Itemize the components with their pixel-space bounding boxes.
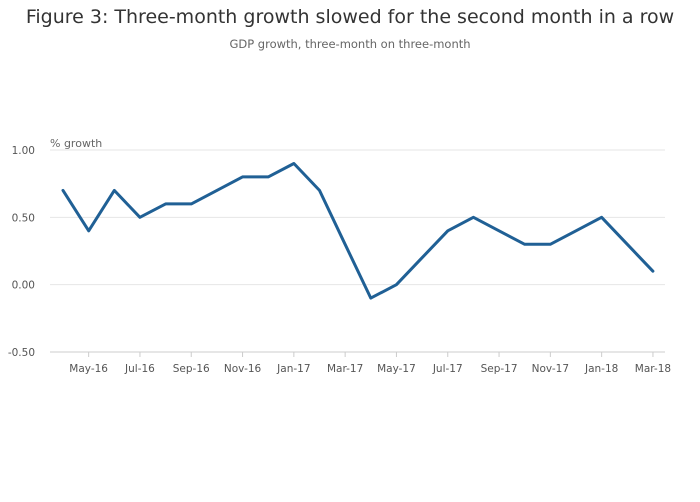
x-tick-label: Sep-17 [481,363,518,375]
x-tick-label: Mar-18 [635,363,671,375]
x-tick-label: Jan-17 [276,363,310,375]
chart-title: Figure 3: Three-month growth slowed for … [25,6,675,28]
x-tick-label: Jul-17 [432,363,463,375]
y-tick-label: 0.50 [12,212,35,224]
y-axis-label: % growth [50,137,102,150]
y-tick-label: 1.00 [12,145,35,157]
x-tick-label: May-16 [69,363,108,375]
x-tick-label: May-17 [377,363,416,375]
x-axis: May-16 Jul-16 Sep-16 Nov-16 Jan-17 Mar-17 May-… [50,351,671,375]
y-tick-label: -0.50 [8,347,35,359]
x-tick-label: Mar-17 [327,363,363,375]
x-tick-label: Jul-16 [124,363,155,375]
series-line [61,162,655,300]
x-tick-label: Nov-17 [532,363,569,375]
x-tick-label: Nov-16 [224,363,262,375]
y-axis-ticks: 1.00 0.50 0.00 -0.50 [8,145,35,359]
x-tick-label: Jan-18 [584,363,618,375]
y-tick-label: 0.00 [12,280,35,292]
chart-subtitle: GDP growth, three-month on three-month [229,37,471,51]
grid-lines [50,149,665,353]
x-tick-label: Sep-16 [173,363,210,375]
series-layer [61,162,655,300]
